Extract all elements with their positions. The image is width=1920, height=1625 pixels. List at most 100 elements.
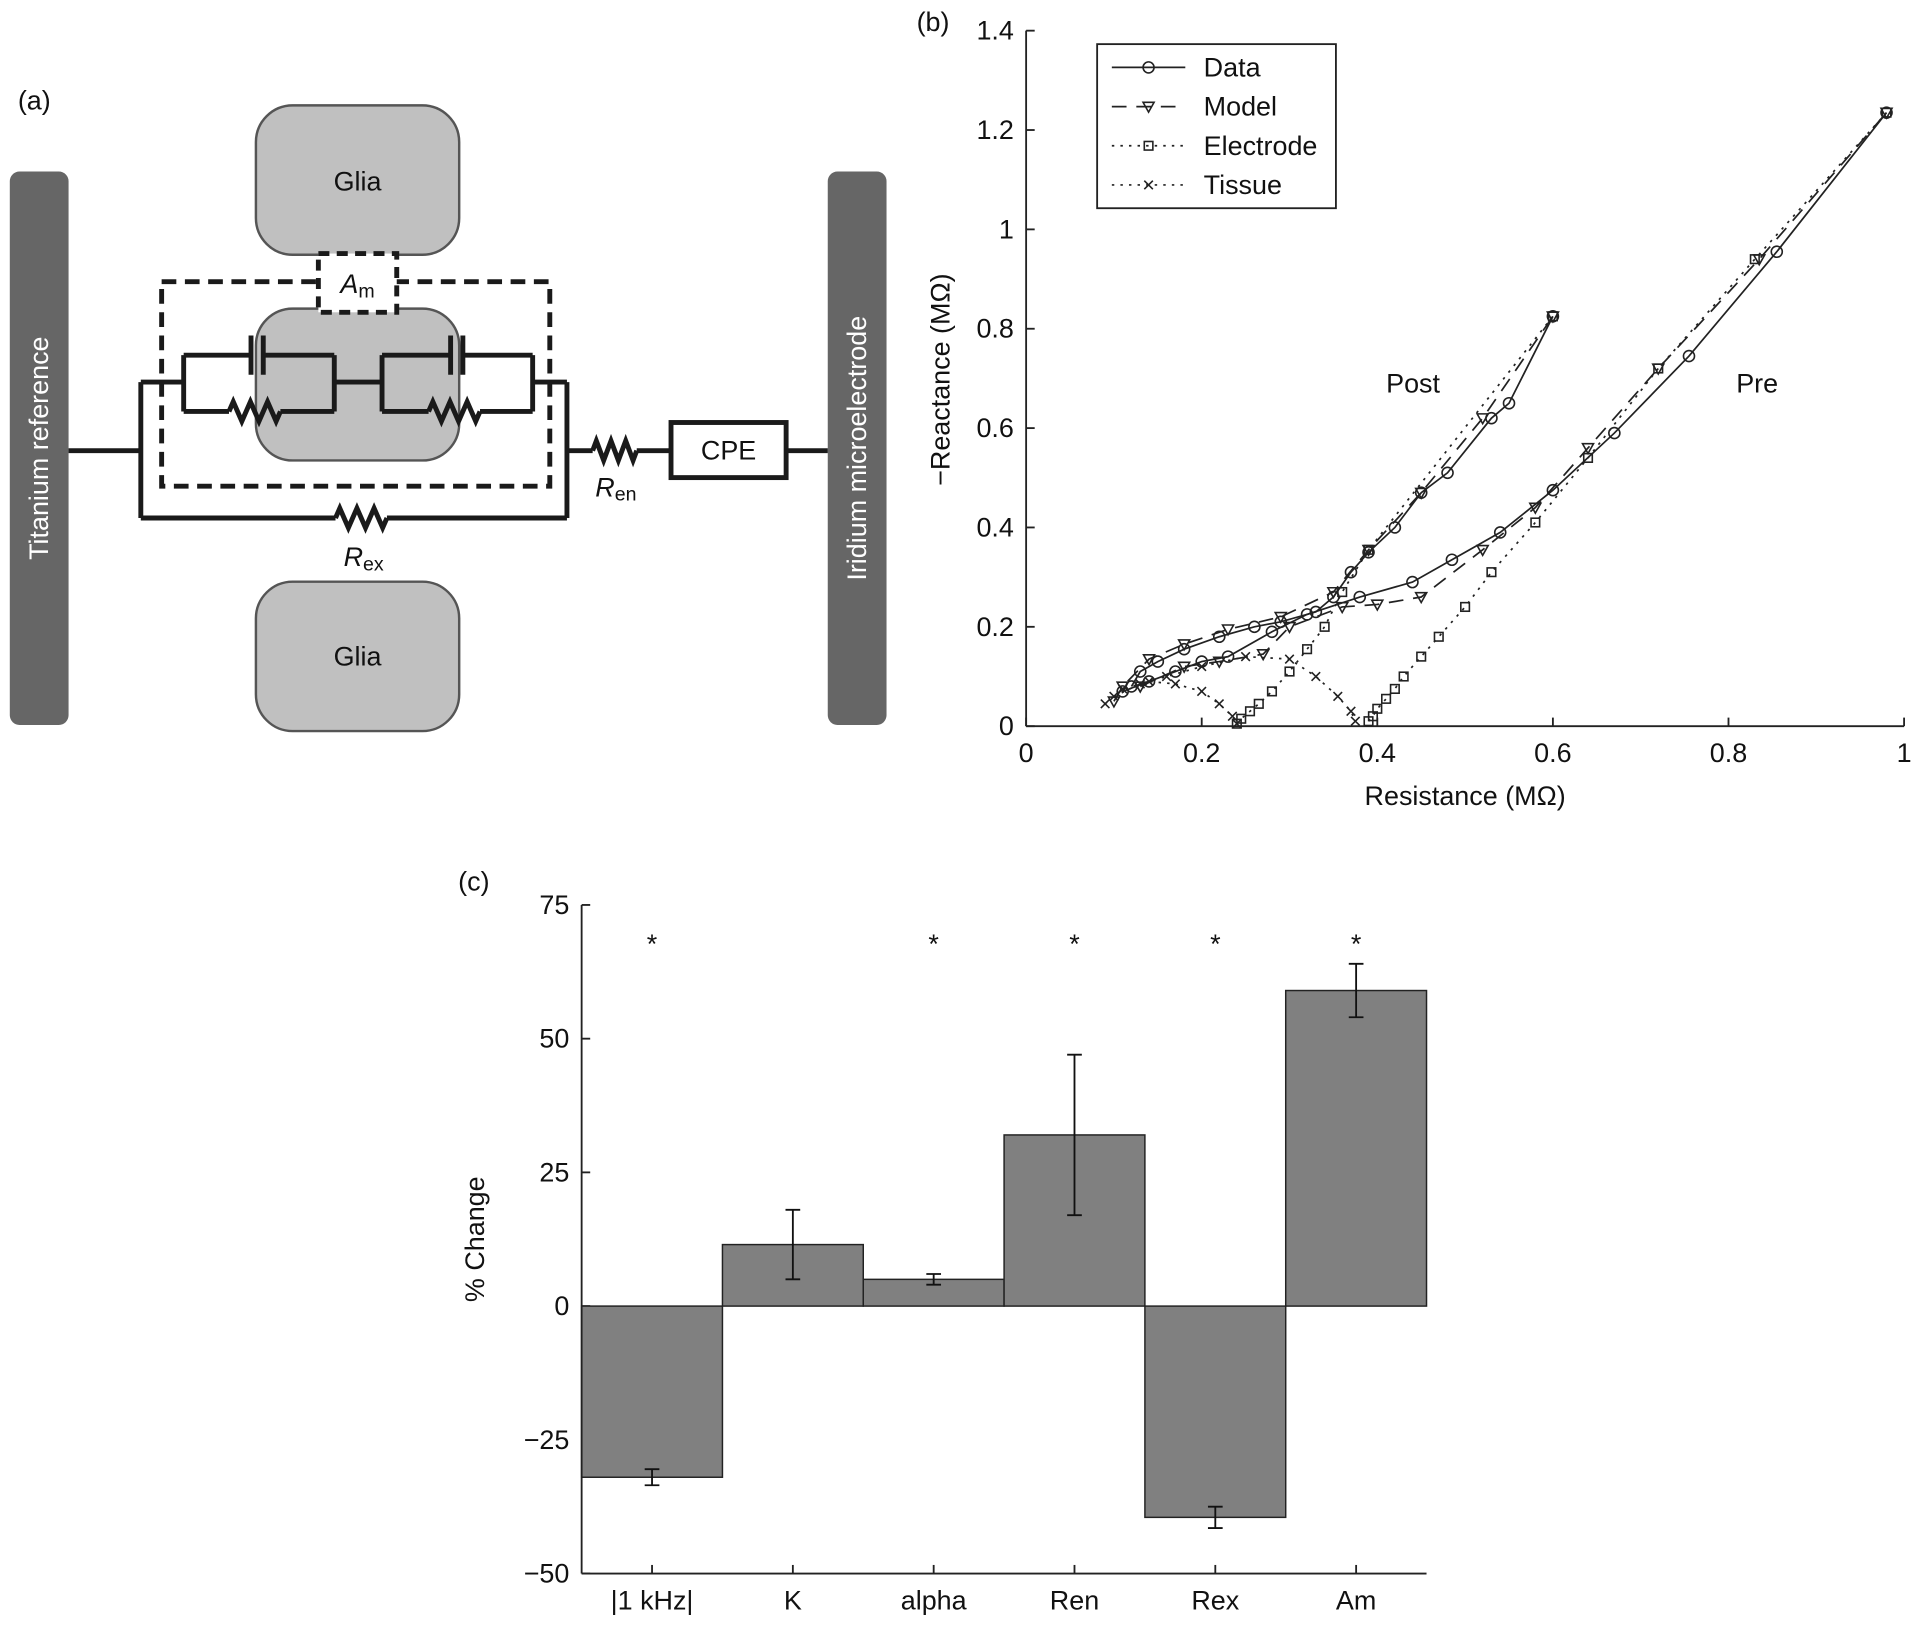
- marker: [1350, 716, 1361, 727]
- symbol-label: Rex: [344, 542, 384, 575]
- marker: [1161, 671, 1172, 682]
- legend-marker: [1143, 140, 1154, 151]
- electrode-label: Iridium microelectrode: [842, 316, 872, 581]
- y-tick-label: 25: [539, 1157, 569, 1187]
- error-bar: [1067, 1053, 1082, 1217]
- cell-label: Glia: [334, 641, 382, 671]
- series-line: [1139, 112, 1888, 688]
- marker: [1749, 254, 1760, 265]
- marker: [1486, 567, 1497, 578]
- series-line: [1130, 315, 1554, 687]
- marker: [1416, 651, 1427, 662]
- subscript: m: [358, 280, 374, 302]
- panel-label: (a): [18, 85, 51, 115]
- marker: [1363, 544, 1374, 555]
- marker: [1319, 621, 1330, 632]
- y-tick-label: 0.6: [976, 413, 1013, 443]
- resistor: [226, 395, 283, 428]
- marker: [1582, 452, 1594, 463]
- marker: [1284, 654, 1295, 664]
- marker: [1493, 526, 1507, 539]
- bar: [1144, 1305, 1287, 1519]
- x-axis-label: Resistance (MΩ): [1365, 781, 1566, 811]
- resistor: [590, 433, 640, 468]
- legend: Data Model Electrode Tissue: [1096, 43, 1337, 210]
- marker: [1546, 483, 1560, 497]
- marker: [1227, 711, 1238, 722]
- error-bar: [926, 1273, 942, 1286]
- marker: [1221, 624, 1235, 637]
- symbol: A: [338, 269, 358, 299]
- marker: [1770, 245, 1784, 259]
- marker: [1248, 620, 1261, 634]
- marker: [1151, 655, 1165, 668]
- marker: [1433, 631, 1444, 642]
- marker: [1196, 686, 1207, 697]
- y-tick-label: 1.2: [976, 115, 1013, 145]
- x-tick-label: 0.8: [1710, 738, 1747, 768]
- cell-label: Glia: [334, 166, 382, 196]
- marker: [1309, 605, 1323, 619]
- marker: [1273, 611, 1288, 625]
- marker: [1372, 703, 1383, 714]
- legend-label: Data: [1204, 52, 1261, 82]
- y-tick-label: 75: [539, 890, 569, 920]
- wires: [68, 335, 828, 534]
- resistor: [333, 502, 390, 534]
- marker: [1282, 621, 1297, 634]
- x-tick-label: Am: [1336, 1585, 1376, 1615]
- resistor: [426, 395, 483, 428]
- legend-box: [1096, 43, 1337, 210]
- significance-marker: *: [1069, 929, 1080, 959]
- symbol: R: [595, 472, 614, 502]
- error-bar: [644, 1468, 660, 1487]
- marker: [1244, 706, 1256, 717]
- marker: [1581, 442, 1595, 456]
- legend-marker: [1142, 61, 1155, 74]
- symbol-label: Am: [338, 269, 374, 302]
- legend-label: Model: [1204, 92, 1277, 122]
- wire: [68, 379, 828, 519]
- marker: [1530, 517, 1541, 528]
- x-tick-label: 0.2: [1183, 738, 1220, 768]
- error-bar: [785, 1208, 801, 1281]
- marker: [1196, 661, 1207, 672]
- marker: [1144, 676, 1154, 687]
- marker: [1370, 599, 1385, 612]
- y-tick-label: 0.4: [976, 512, 1013, 542]
- membrane-area-box: [315, 251, 400, 315]
- significance-marker: *: [647, 929, 658, 959]
- marker: [1284, 666, 1295, 677]
- series-line: [1113, 315, 1554, 702]
- x-tick-label: Rex: [1191, 1585, 1239, 1615]
- y-tick-label: 0.8: [976, 314, 1013, 344]
- curve-label: Pre: [1736, 368, 1778, 398]
- error-bar: [1348, 962, 1364, 1019]
- marker: [1266, 686, 1278, 697]
- marker: [1301, 644, 1313, 655]
- x-tick-label: Ren: [1050, 1585, 1099, 1615]
- marker: [1445, 553, 1459, 567]
- marker: [1100, 698, 1110, 709]
- legend-marker: [1141, 101, 1156, 114]
- x-tick-label: alpha: [901, 1585, 967, 1615]
- y-tick-label: −25: [524, 1425, 570, 1455]
- legend-label: Electrode: [1204, 131, 1318, 161]
- significance-marker: *: [1351, 929, 1362, 959]
- marker: [1381, 693, 1392, 704]
- x-tick-label: |1 kHz|: [611, 1585, 694, 1615]
- marker: [1682, 349, 1696, 363]
- error-bar: [1207, 1505, 1223, 1529]
- x-tick-label: 0.4: [1359, 738, 1396, 768]
- y-tick-label: 50: [539, 1024, 569, 1054]
- marker: [1133, 665, 1147, 678]
- marker: [1135, 679, 1146, 689]
- bar: [1284, 989, 1428, 1307]
- marker: [1389, 683, 1400, 694]
- marker: [1362, 545, 1375, 559]
- x-tick-label: 0.6: [1534, 738, 1571, 768]
- marker: [1107, 696, 1121, 709]
- marker: [1265, 625, 1279, 639]
- y-tick-label: −50: [524, 1559, 570, 1589]
- bar-chart: (c) % Change −50 −25 0 25 50 75 |1 kHz| * K alpha * R…: [458, 867, 1428, 1615]
